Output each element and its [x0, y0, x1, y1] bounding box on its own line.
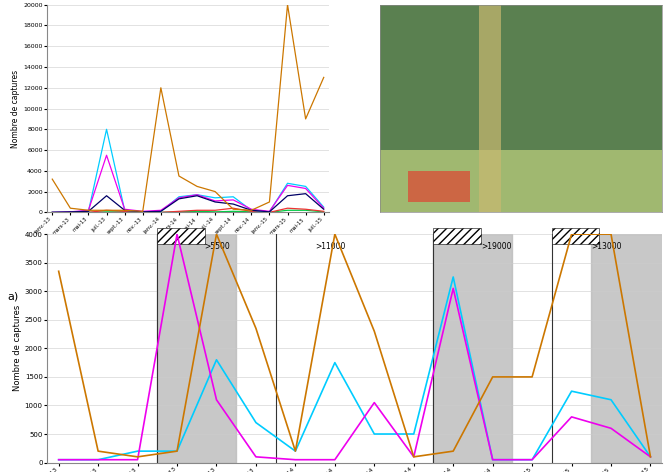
Bar: [380, 5, 662, 150]
Bar: [479, 5, 501, 212]
Text: a): a): [7, 291, 19, 301]
Legend: piège 0, piège 1, piège 2, piège 3, piège 4, piège 5: piège 0, piège 1, piège 2, piège 3, pièg…: [88, 294, 288, 304]
Text: >11000: >11000: [315, 242, 345, 251]
Y-axis label: Nombre de captures: Nombre de captures: [11, 69, 20, 148]
Bar: [434, 228, 481, 244]
Bar: [552, 228, 599, 244]
Bar: [380, 150, 662, 212]
Text: >19000: >19000: [481, 242, 511, 251]
Bar: [408, 171, 470, 202]
Bar: [157, 234, 236, 463]
Text: >5500: >5500: [205, 242, 230, 251]
Y-axis label: Nombre de captures: Nombre de captures: [13, 305, 22, 391]
Bar: [434, 234, 512, 463]
Bar: [157, 228, 205, 244]
Text: >13000: >13000: [591, 242, 622, 251]
Bar: [591, 234, 669, 463]
